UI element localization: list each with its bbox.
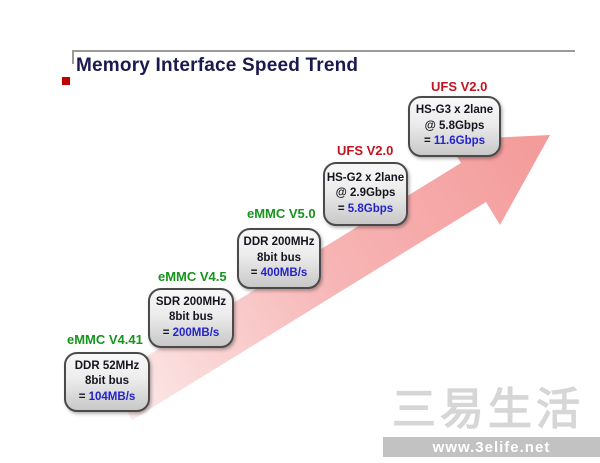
stage-speed: = 104MB/s — [79, 390, 136, 406]
speed-value: 200MB/s — [172, 326, 220, 339]
stage-line2: 8bit bus — [256, 251, 302, 264]
stage-label-emmc-v5-0: eMMC V5.0 — [247, 206, 316, 221]
stage-label-emmc-v4-41: eMMC V4.41 — [67, 332, 143, 347]
stage-box-ufs-v2-0-g3: HS-G3 x 2lane @ 5.8Gbps = 11.6Gbps — [408, 96, 501, 157]
stage-speed: = 400MB/s — [251, 266, 308, 282]
equals-sign: = — [250, 267, 258, 280]
page-title: Memory Interface Speed Trend — [76, 55, 359, 76]
stage-box-emmc-v4-5: SDR 200MHz 8bit bus = 200MB/s — [148, 288, 234, 348]
stage-line2: @ 5.8Gbps — [424, 119, 485, 132]
speed-value: 11.6Gbps — [433, 135, 486, 148]
stage-label-ufs-v2-0-g3: UFS V2.0 — [431, 79, 488, 94]
stage-speed: = 11.6Gbps — [424, 134, 485, 150]
stage-line1: DDR 200MHz — [243, 236, 315, 249]
speed-value: 5.8Gbps — [347, 202, 394, 215]
stage-label-emmc-v4-5: eMMC V4.5 — [158, 269, 227, 284]
watermark-site-url: www.3elife.net — [383, 437, 600, 457]
equals-sign: = — [423, 135, 431, 148]
equals-sign: = — [78, 390, 86, 403]
stage-box-emmc-v5-0: DDR 200MHz 8bit bus = 400MB/s — [237, 228, 321, 289]
header-rule-horizontal — [72, 50, 575, 52]
stage-line1: HS-G2 x 2lane — [326, 171, 405, 184]
stage-line1: DDR 52MHz — [74, 359, 140, 372]
speed-value: 400MB/s — [260, 267, 308, 280]
equals-sign: = — [162, 326, 170, 339]
stage-line2: 8bit bus — [84, 375, 130, 388]
stage-label-ufs-v2-0-g2: UFS V2.0 — [337, 143, 394, 158]
stage-line1: HS-G3 x 2lane — [415, 104, 494, 117]
stage-box-ufs-v2-0-g2: HS-G2 x 2lane @ 2.9Gbps = 5.8Gbps — [323, 162, 408, 226]
stage-speed: = 200MB/s — [163, 326, 220, 342]
title-bullet-square — [62, 77, 70, 85]
stage-line2: @ 2.9Gbps — [335, 187, 396, 200]
watermark-logo-text: 三易生活 — [392, 385, 584, 434]
speed-value: 104MB/s — [88, 390, 136, 403]
stage-line1: SDR 200MHz — [155, 295, 227, 308]
stage-speed: = 5.8Gbps — [338, 202, 393, 218]
equals-sign: = — [337, 202, 345, 215]
growth-arrow-shape — [108, 135, 550, 420]
stage-line2: 8bit bus — [168, 311, 214, 324]
header-rule-vertical — [72, 50, 74, 64]
stage-box-emmc-v4-41: DDR 52MHz 8bit bus = 104MB/s — [64, 352, 150, 412]
